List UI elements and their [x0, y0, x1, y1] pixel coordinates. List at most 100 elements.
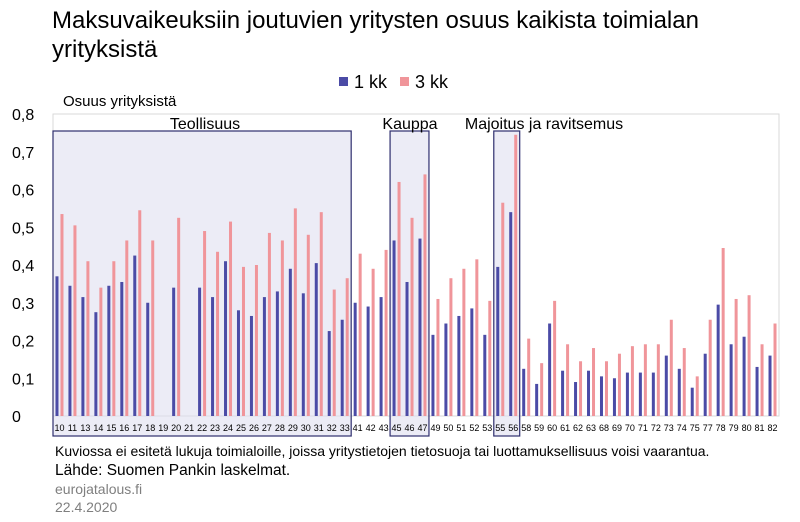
legend-swatch-1kk	[339, 77, 348, 86]
bar-3kk-24	[229, 221, 233, 416]
bar-1kk-50	[444, 323, 448, 416]
bar-3kk-15	[112, 261, 116, 416]
y-tick-label: 0,5	[12, 220, 34, 237]
x-tick-label: 11	[68, 423, 77, 433]
x-tick-label: 60	[547, 423, 557, 433]
bar-3kk-55	[501, 202, 505, 416]
bar-1kk-30	[301, 293, 305, 416]
bar-1kk-25	[236, 310, 240, 416]
bar-3kk-50	[449, 278, 453, 416]
bar-3kk-17	[138, 210, 142, 416]
legend-label-1kk: 1 kk	[354, 72, 388, 92]
bar-3kk-45	[397, 181, 401, 416]
bar-3kk-42	[371, 268, 375, 416]
bar-1kk-24	[224, 261, 228, 416]
x-tick-label: 21	[184, 423, 194, 433]
bar-1kk-69	[612, 378, 616, 416]
bar-3kk-78	[721, 248, 725, 416]
y-tick-label: 0,3	[12, 296, 34, 313]
bar-3kk-69	[617, 353, 621, 416]
bar-3kk-72	[656, 344, 660, 416]
legend-swatch-3kk	[400, 77, 409, 86]
x-tick-label: 24	[223, 423, 233, 433]
bar-3kk-51	[462, 268, 466, 416]
x-tick-label: 43	[379, 423, 389, 433]
y-tick-label: 0,8	[12, 107, 34, 124]
x-tick-label: 78	[716, 423, 726, 433]
y-tick-label: 0,1	[12, 371, 34, 388]
y-tick-label: 0,7	[12, 145, 34, 162]
y-axis-title: Osuus yrityksistä	[63, 93, 177, 110]
bar-1kk-62	[574, 382, 578, 416]
y-tick-label: 0,4	[12, 258, 34, 275]
x-tick-label: 52	[469, 423, 479, 433]
bar-3kk-80	[747, 295, 751, 416]
bar-1kk-13	[81, 297, 85, 416]
bar-3kk-20	[177, 217, 181, 416]
x-tick-label: 27	[262, 423, 272, 433]
bar-1kk-79	[729, 344, 733, 416]
x-tick-label: 80	[742, 423, 752, 433]
group-label: Kauppa	[382, 116, 437, 133]
bar-1kk-27	[262, 297, 266, 416]
bar-1kk-82	[768, 355, 772, 416]
x-tick-label: 18	[145, 423, 155, 433]
x-tick-label: 71	[638, 423, 648, 433]
highlight-box-1	[389, 130, 430, 437]
bar-1kk-68	[599, 376, 603, 416]
x-tick-label: 53	[482, 423, 492, 433]
group-label: Teollisuus	[170, 116, 240, 133]
x-tick-label: 47	[417, 423, 427, 433]
x-tick-label: 62	[573, 423, 583, 433]
x-tick-label: 72	[651, 423, 661, 433]
x-tick-label: 22	[197, 423, 207, 433]
x-tick-label: 26	[249, 423, 259, 433]
bar-3kk-58	[527, 338, 531, 416]
x-tick-label: 28	[275, 423, 285, 433]
bar-1kk-59	[535, 383, 539, 416]
bar-1kk-55	[496, 266, 500, 416]
x-tick-label: 63	[586, 423, 596, 433]
chart-title: Maksuvaikeuksiin joutuvien yritysten osu…	[52, 7, 699, 63]
bar-3kk-63	[592, 348, 596, 416]
bar-1kk-20	[172, 287, 176, 416]
legend-item-1kk: 1 kk	[339, 71, 387, 93]
bar-3kk-47	[423, 174, 427, 416]
y-tick-label: 0,2	[12, 334, 34, 351]
bar-1kk-75	[690, 387, 694, 416]
bar-1kk-56	[509, 212, 513, 416]
bar-1kk-18	[146, 302, 150, 416]
bar-3kk-56	[514, 134, 518, 416]
x-tick-label: 20	[171, 423, 181, 433]
footnote-note: Kuviossa ei esitetä lukuja toimialoille,…	[55, 443, 710, 459]
bar-3kk-23	[216, 251, 220, 416]
x-tick-label: 19	[158, 423, 168, 433]
bar-1kk-53	[483, 334, 487, 416]
x-tick-label: 25	[236, 423, 246, 433]
bar-1kk-70	[625, 372, 629, 416]
bar-3kk-61	[566, 344, 570, 416]
bar-3kk-26	[254, 265, 258, 416]
bar-3kk-52	[475, 259, 479, 416]
x-tick-label: 50	[443, 423, 453, 433]
x-tick-label: 23	[210, 423, 220, 433]
bar-3kk-32	[332, 289, 336, 416]
x-tick-label: 41	[353, 423, 363, 433]
bar-3kk-74	[682, 348, 686, 416]
bar-3kk-60	[553, 300, 557, 416]
x-tick-label: 77	[703, 423, 713, 433]
bar-1kk-42	[366, 306, 370, 416]
x-tick-label: 75	[690, 423, 700, 433]
bar-1kk-31	[314, 263, 318, 416]
bar-3kk-30	[306, 234, 310, 416]
bar-1kk-73	[664, 355, 668, 416]
bar-1kk-33	[340, 319, 344, 416]
x-tick-label: 68	[599, 423, 609, 433]
bar-1kk-17	[133, 255, 137, 416]
highlight-box-0	[52, 130, 352, 437]
bar-3kk-41	[358, 253, 362, 416]
x-tick-label: 59	[534, 423, 544, 433]
bar-1kk-58	[522, 368, 526, 416]
x-tick-label: 70	[625, 423, 635, 433]
